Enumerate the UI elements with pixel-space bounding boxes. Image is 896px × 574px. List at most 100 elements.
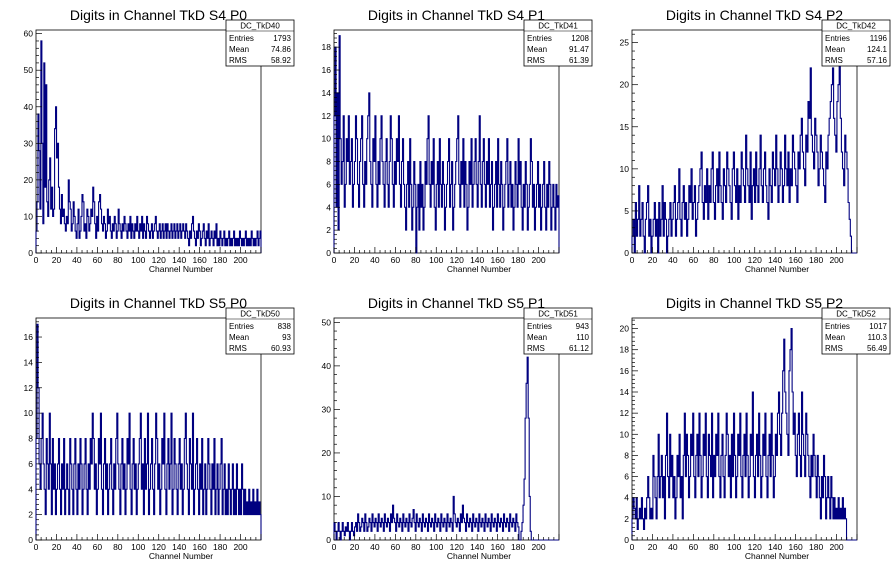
y-tick-label: 16 [24,332,34,342]
x-tick-label: 100 [727,542,741,552]
x-tick-label: 40 [370,255,380,265]
y-tick-label: 14 [24,357,34,367]
x-tick-label: 100 [131,255,145,265]
stats-label: RMS [527,344,545,353]
stats-box: DC_TkD42 Entries 1196 Mean 124.1 RMS 57.16 [821,19,891,67]
x-tick-label: 180 [809,542,823,552]
stats-value: 1793 [273,34,291,43]
y-tick-label: 6 [326,179,331,189]
stats-box: DC_TkD41 Entries 1208 Mean 91.47 RMS 61.39 [523,19,593,67]
x-tick-label: 0 [630,255,635,265]
y-tick-label: 10 [322,134,332,144]
y-tick-label: 4 [624,493,629,503]
x-tick-label: 180 [213,255,227,265]
x-tick-label: 180 [511,255,525,265]
y-tick-label: 0 [624,535,629,545]
y-tick-label: 20 [620,324,630,334]
x-tick-label: 160 [491,255,505,265]
x-tick-label: 80 [411,542,421,552]
stats-label: Entries [825,322,850,331]
x-axis-label: Channel Number [149,551,213,561]
histogram-panel-4: Digits in Channel TkD S5 P10 20 40 60 80 100 1… [322,295,593,561]
x-axis-label: Channel Number [745,264,809,274]
panel-title: Digits in Channel TkD S4 P2 [666,7,843,23]
x-tick-label: 80 [113,255,123,265]
panel-title: Digits in Channel TkD S5 P2 [666,295,843,311]
stats-box: DC_TkD52 Entries 1017 Mean 110.3 RMS 56.49 [821,307,891,355]
x-tick-label: 200 [233,542,247,552]
y-tick-label: 6 [624,472,629,482]
stats-box: DC_TkD50 Entries 838 Mean 93 RMS 60.93 [225,307,295,355]
x-tick-label: 200 [531,255,545,265]
x-tick-label: 60 [93,542,103,552]
x-tick-label: 40 [668,542,678,552]
x-tick-label: 40 [370,542,380,552]
y-tick-label: 18 [620,345,630,355]
x-tick-label: 60 [689,255,699,265]
x-tick-label: 140 [768,255,782,265]
stats-label: Mean [229,45,249,54]
x-tick-label: 200 [531,542,545,552]
stats-value: 56.49 [867,344,888,353]
x-tick-label: 80 [709,255,719,265]
y-tick-label: 0 [28,248,33,258]
y-tick-label: 16 [620,366,630,376]
x-tick-label: 100 [727,255,741,265]
y-tick-label: 10 [24,408,34,418]
stats-name: DC_TkD51 [538,310,578,319]
x-tick-label: 120 [152,542,166,552]
histogram-series [333,356,559,541]
stats-value: 1196 [870,34,888,43]
stats-name: DC_TkD40 [240,22,280,31]
x-tick-label: 60 [689,542,699,552]
y-tick-label: 0 [326,535,331,545]
x-tick-label: 160 [491,542,505,552]
stats-box-frame [225,19,295,67]
x-tick-label: 140 [470,542,484,552]
stats-box: DC_TkD51 Entries 943 Mean 110 RMS 61.12 [523,307,593,355]
stats-value: 61.12 [569,344,590,353]
y-tick-label: 40 [322,361,332,371]
x-tick-label: 40 [72,542,82,552]
stats-label: RMS [825,344,843,353]
x-axis-label: Channel Number [447,264,511,274]
y-tick-label: 15 [620,122,630,132]
stats-label: RMS [527,56,545,65]
x-tick-label: 180 [213,542,227,552]
y-tick-label: 40 [24,102,34,112]
stats-label: Mean [229,333,249,342]
x-tick-label: 140 [172,255,186,265]
panel-title: Digits in Channel TkD S5 P1 [368,295,545,311]
x-tick-label: 80 [113,542,123,552]
x-axis-label: Channel Number [745,551,809,561]
x-tick-label: 180 [511,542,525,552]
stats-value: 1017 [869,322,887,331]
stats-label: Entries [825,34,850,43]
x-tick-label: 60 [391,255,401,265]
stats-value: 60.93 [271,344,292,353]
stats-value: 58.92 [271,56,292,65]
stats-value: 93 [282,333,291,342]
x-tick-label: 120 [450,255,464,265]
stats-box-frame [821,19,891,67]
x-axis-label: Channel Number [149,264,213,274]
x-tick-label: 140 [470,255,484,265]
x-tick-label: 120 [748,542,762,552]
stats-label: RMS [229,56,247,65]
stats-value: 124.1 [867,45,888,54]
stats-label: Entries [527,322,552,331]
x-tick-label: 0 [34,255,39,265]
y-tick-label: 10 [620,164,630,174]
y-tick-label: 2 [624,514,629,524]
x-tick-label: 20 [350,542,360,552]
x-tick-label: 100 [429,255,443,265]
x-tick-label: 140 [768,542,782,552]
x-tick-label: 160 [789,542,803,552]
stats-name: DC_TkD52 [836,310,876,319]
stats-label: RMS [825,56,843,65]
stats-label: Mean [825,333,845,342]
stats-value: 61.39 [569,56,590,65]
stats-name: DC_TkD42 [836,22,876,31]
x-tick-label: 60 [391,542,401,552]
